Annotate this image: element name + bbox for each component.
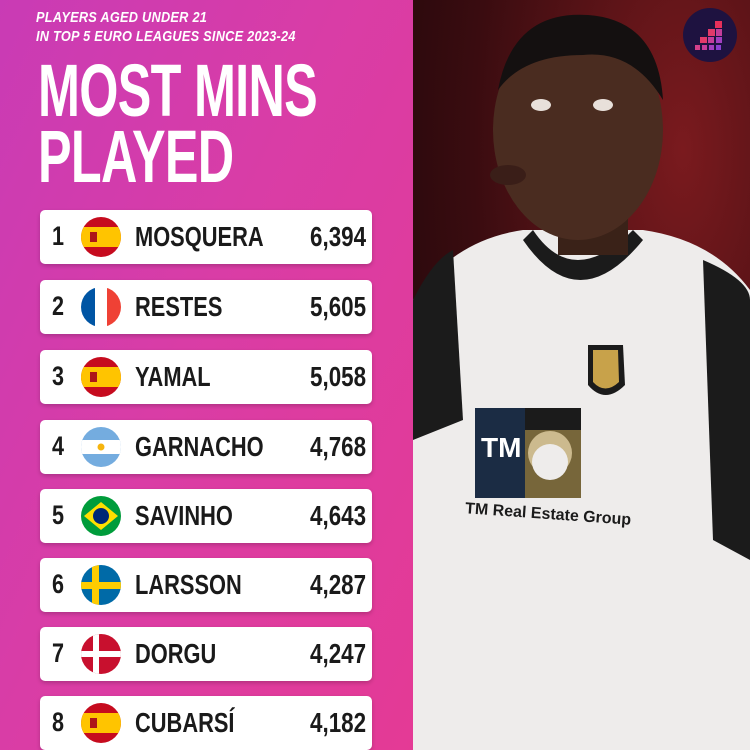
minutes-value: 5,605 xyxy=(309,291,366,322)
spain-flag-icon xyxy=(81,217,121,257)
subtitle-line2: IN TOP 5 EURO LEAGUES SINCE 2023-24 xyxy=(36,28,296,45)
ranking-row: 7 DORGU 4,247 xyxy=(40,627,372,681)
ranking-row: 5 SAVINHO 4,643 xyxy=(40,489,372,543)
ranking-row: 1 MOSQUERA 6,394 xyxy=(40,210,372,264)
argentina-flag-icon xyxy=(81,427,121,467)
player-name: RESTES xyxy=(135,291,223,322)
minutes-value: 4,643 xyxy=(309,500,366,531)
rank: 3 xyxy=(52,361,65,391)
minutes-value: 4,247 xyxy=(309,638,366,669)
sweden-flag-icon xyxy=(81,565,121,605)
rank: 1 xyxy=(52,221,65,251)
rank: 2 xyxy=(52,291,65,321)
player-photo: TM TM Real Estate Group xyxy=(413,0,750,750)
player-name: MOSQUERA xyxy=(135,221,264,252)
subtitle-line1: PLAYERS AGED UNDER 21 xyxy=(36,9,208,26)
player-name: SAVINHO xyxy=(135,500,233,531)
minutes-value: 6,394 xyxy=(309,221,366,252)
denmark-flag-icon xyxy=(81,634,121,674)
minutes-value: 4,287 xyxy=(309,569,366,600)
france-flag-icon xyxy=(81,287,121,327)
title-line2: PLAYED xyxy=(38,115,234,198)
player-illustration xyxy=(413,14,750,750)
ranking-row: 8 CUBARSÍ 4,182 xyxy=(40,696,372,750)
minutes-value: 4,182 xyxy=(309,707,366,738)
ranking-row: 4 GARNACHO 4,768 xyxy=(40,420,372,474)
stats-stairs-icon xyxy=(695,21,722,50)
minutes-value: 4,768 xyxy=(309,431,366,462)
brand-logo xyxy=(683,8,737,62)
ranking-row: 3 YAMAL 5,058 xyxy=(40,350,372,404)
minutes-value: 5,058 xyxy=(309,361,366,392)
player-name: DORGU xyxy=(135,638,217,669)
spain-flag-icon xyxy=(81,703,121,743)
rank: 8 xyxy=(52,707,65,737)
title-line1: MOST MINS xyxy=(38,49,318,132)
player-name: CUBARSÍ xyxy=(135,707,235,738)
ranking-row: 2 RESTES 5,605 xyxy=(40,280,372,334)
sponsor-logo: TM xyxy=(481,432,522,463)
spain-flag-icon xyxy=(81,357,121,397)
rank: 5 xyxy=(52,500,65,530)
player-name: LARSSON xyxy=(135,569,242,600)
rank: 4 xyxy=(52,431,65,461)
brazil-flag-icon xyxy=(81,496,121,536)
player-name: YAMAL xyxy=(135,361,211,392)
rank: 7 xyxy=(52,638,65,668)
rank: 6 xyxy=(52,569,65,599)
player-name: GARNACHO xyxy=(135,431,264,462)
ranking-row: 6 LARSSON 4,287 xyxy=(40,558,372,612)
